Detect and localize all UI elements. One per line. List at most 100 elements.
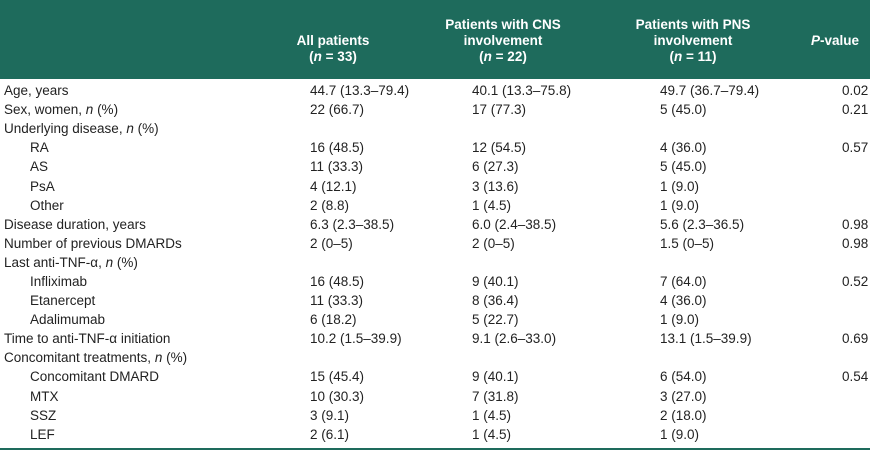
cell-all-patients xyxy=(310,348,472,367)
cell-all-patients: 6.3 (2.3–38.5) xyxy=(310,216,395,232)
cell-pns: 1 (9.0) xyxy=(660,178,700,194)
cell-p-value xyxy=(836,348,870,367)
table-row: Time to anti-TNF-α initiation 10.2 (1.5–3… xyxy=(0,329,870,348)
table-row: Infliximab 16 (48.5) 9 (40.1) 7 (64.0) 0.52 xyxy=(0,272,870,291)
cell-p-value xyxy=(836,425,870,444)
cell-cns: 6 (27.3) xyxy=(472,159,519,175)
cell-p-value xyxy=(836,253,870,272)
header-pns-line2: involvement xyxy=(653,33,733,48)
cell-all-patients: 10.2 (1.5–39.9) xyxy=(310,331,402,347)
header-pns-line1: Patients with PNS xyxy=(635,17,751,32)
cell-pns: 3 (27.0) xyxy=(660,388,707,404)
table-row: Concomitant DMARD 15 (45.4) 9 (40.1) 6 (54.… xyxy=(0,367,870,386)
cell-cns: 1 (4.5) xyxy=(472,407,512,423)
cell-cns: 7 (31.8) xyxy=(472,388,519,404)
cell-cns: 9 (40.1) xyxy=(472,369,519,385)
cell-p-value: 0.69 xyxy=(842,331,869,347)
cell-all-patients: 16 (48.5) xyxy=(310,140,365,156)
bottom-rule xyxy=(0,448,870,450)
row-label: Age, years xyxy=(4,83,69,99)
cell-cns: 5 (22.7) xyxy=(472,312,519,328)
row-label: Concomitant treatments, n (%) xyxy=(4,350,188,366)
cell-cns: 40.1 (13.3–75.8) xyxy=(472,83,572,99)
row-label: LEF xyxy=(30,426,55,442)
cell-all-patients xyxy=(310,253,472,272)
row-label: SSZ xyxy=(30,407,57,423)
cell-p-value xyxy=(836,291,870,310)
cell-all-patients: 4 (12.1) xyxy=(310,178,357,194)
cell-cns: 3 (13.6) xyxy=(472,178,519,194)
cell-pns: 1.5 (0–5) xyxy=(660,235,715,251)
table-row: Age, years 44.7 (13.3–79.4) 40.1 (13.3–75.… xyxy=(0,81,870,100)
cell-pns: 1 (9.0) xyxy=(660,197,700,213)
cell-cns: 6.0 (2.4–38.5) xyxy=(472,216,557,232)
cell-all-patients: 2 (8.8) xyxy=(310,197,350,213)
cell-cns: 17 (77.3) xyxy=(472,102,527,118)
cell-all-patients: 11 (33.3) xyxy=(310,293,364,309)
cell-all-patients: 6 (18.2) xyxy=(310,312,357,328)
row-label: MTX xyxy=(30,388,59,404)
cell-cns: 9.1 (2.6–33.0) xyxy=(472,331,557,347)
table-row: Sex, women, n (%) 22 (66.7) 17 (77.3) 5 (45… xyxy=(0,100,870,119)
table-header: All patients (n = 33) Patients with CNS … xyxy=(0,0,870,79)
table-row: PsA 4 (12.1) 3 (13.6) 1 (9.0) xyxy=(0,176,870,195)
header-cns: Patients with CNS involvement (n = 22) xyxy=(418,17,588,65)
table-row: Underlying disease, n (%) xyxy=(0,119,870,138)
cell-pns: 7 (64.0) xyxy=(660,273,707,289)
row-label: Time to anti-TNF-α initiation xyxy=(4,331,171,347)
cell-p-value: 0.57 xyxy=(842,140,869,156)
cell-p-value xyxy=(836,176,870,195)
row-label: Concomitant DMARD xyxy=(30,369,160,385)
row-label: Infliximab xyxy=(30,273,88,289)
table-row: Concomitant treatments, n (%) xyxy=(0,348,870,367)
row-label: Adalimumab xyxy=(30,312,106,328)
row-label: AS xyxy=(30,159,49,175)
header-all-line2: (n = 33) xyxy=(309,49,357,64)
cell-p-value: 0.52 xyxy=(842,273,869,289)
cell-cns xyxy=(472,348,660,367)
row-label: Etanercept xyxy=(30,293,96,309)
cell-p-value xyxy=(836,310,870,329)
table-row: Disease duration, years 6.3 (2.3–38.5) 6.0… xyxy=(0,215,870,234)
cell-cns xyxy=(472,253,660,272)
cell-all-patients: 11 (33.3) xyxy=(310,159,364,175)
row-label: Other xyxy=(30,197,64,213)
cell-p-value xyxy=(836,119,870,138)
cell-all-patients: 15 (45.4) xyxy=(310,369,365,385)
cell-pns: 6 (54.0) xyxy=(660,369,707,385)
table-row: AS 11 (33.3) 6 (27.3) 5 (45.0) xyxy=(0,157,870,176)
row-label: RA xyxy=(30,140,49,156)
cell-p-value: 0.02 xyxy=(842,83,869,99)
cell-pns: 13.1 (1.5–39.9) xyxy=(660,331,752,347)
cell-p-value xyxy=(836,196,870,215)
cell-p-value: 0.98 xyxy=(842,216,869,232)
table-row: LEF 2 (6.1) 1 (4.5) 1 (9.0) xyxy=(0,425,870,444)
header-cns-line1: Patients with CNS xyxy=(445,17,561,32)
table-row: Number of previous DMARDs 2 (0–5) 2 (0–5) 1… xyxy=(0,234,870,253)
cell-pns: 5.6 (2.3–36.5) xyxy=(660,216,745,232)
cell-pns: 5 (45.0) xyxy=(660,159,707,175)
table-row: Etanercept 11 (33.3) 8 (36.4) 4 (36.0) xyxy=(0,291,870,310)
cell-p-value xyxy=(836,387,870,406)
cell-all-patients: 44.7 (13.3–79.4) xyxy=(310,83,410,99)
table-row: SSZ 3 (9.1) 1 (4.5) 2 (18.0) xyxy=(0,406,870,425)
header-all-line1: All patients xyxy=(296,33,370,48)
table-row: MTX 10 (30.3) 7 (31.8) 3 (27.0) xyxy=(0,387,870,406)
cell-p-value xyxy=(836,157,870,176)
cell-cns: 9 (40.1) xyxy=(472,273,519,289)
cell-pns: 1 (9.0) xyxy=(660,426,700,442)
cell-pns: 5 (45.0) xyxy=(660,102,707,118)
cell-pns: 4 (36.0) xyxy=(660,140,707,156)
cell-pns: 2 (18.0) xyxy=(660,407,707,423)
cell-pns: 49.7 (36.7–79.4) xyxy=(660,83,760,99)
cell-all-patients: 22 (66.7) xyxy=(310,102,365,118)
row-label: Number of previous DMARDs xyxy=(4,235,182,251)
row-label: Disease duration, years xyxy=(4,216,146,232)
cell-cns xyxy=(472,119,660,138)
cell-all-patients: 3 (9.1) xyxy=(310,407,350,423)
table-body: Age, years 44.7 (13.3–79.4) 40.1 (13.3–75.… xyxy=(0,81,870,444)
table-row: RA 16 (48.5) 12 (54.5) 4 (36.0) 0.57 xyxy=(0,138,870,157)
table-row: Other 2 (8.8) 1 (4.5) 1 (9.0) xyxy=(0,196,870,215)
cell-cns: 1 (4.5) xyxy=(472,426,512,442)
